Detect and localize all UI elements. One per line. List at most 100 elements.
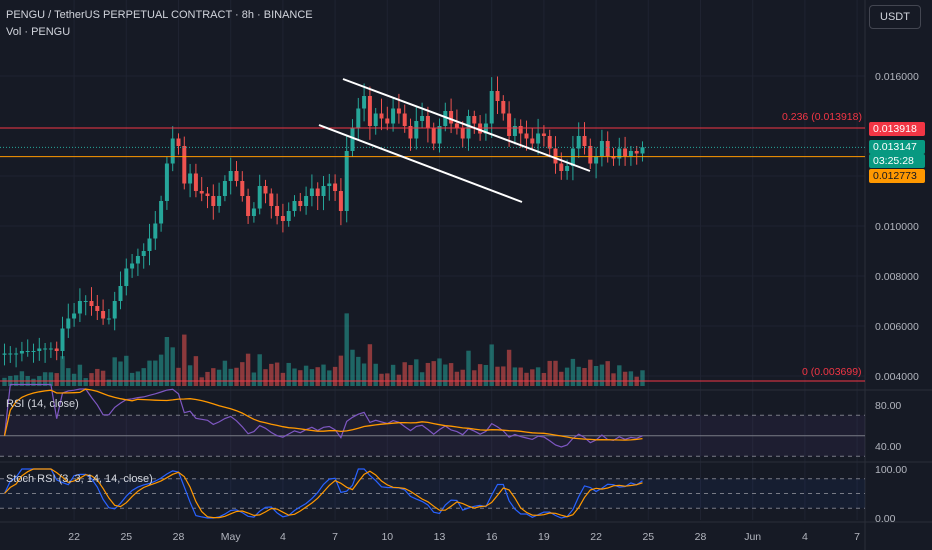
volume-bar xyxy=(141,368,146,386)
volume-bar xyxy=(628,371,634,386)
volume-bar xyxy=(309,369,315,386)
volume-bar xyxy=(71,373,77,386)
time-tick-label: 7 xyxy=(332,531,338,543)
channel-lower-line xyxy=(318,124,523,203)
time-tick-label: 13 xyxy=(434,531,446,543)
volume-bar xyxy=(408,365,413,386)
time-tick-label: Jun xyxy=(744,531,761,543)
time-tick-label: 28 xyxy=(173,531,185,543)
rsi-panel[interactable] xyxy=(0,383,865,457)
candle xyxy=(95,306,100,311)
volume-bar xyxy=(530,369,535,386)
volume-bar xyxy=(251,372,257,386)
fib-price-label: 0.013918 xyxy=(869,122,925,136)
candle xyxy=(385,118,390,124)
candle xyxy=(234,171,239,181)
volume-bar xyxy=(124,355,129,386)
candle xyxy=(72,313,77,319)
volume-bar xyxy=(443,364,448,386)
candle xyxy=(344,151,349,211)
candle xyxy=(176,138,181,146)
candle xyxy=(582,136,587,146)
candle xyxy=(170,138,175,164)
candle xyxy=(495,91,500,101)
volume-legend: Vol · PENGU xyxy=(6,26,71,38)
channel-upper-line xyxy=(342,78,591,172)
candle xyxy=(66,318,71,329)
candle xyxy=(2,353,7,355)
volume-bar xyxy=(48,372,54,386)
candle xyxy=(275,206,280,216)
candle xyxy=(135,256,140,264)
stoch-tick-label: 0.00 xyxy=(875,513,896,525)
candle xyxy=(14,353,19,355)
time-axis[interactable]: 22 25 28 May 4 7 10 13 16 19 22 25 28 Jun 4 7 xyxy=(68,531,860,543)
candle xyxy=(25,351,30,352)
time-tick-label: May xyxy=(221,531,242,543)
volume-bar xyxy=(622,371,628,386)
stoch-rsi-panel[interactable] xyxy=(0,468,865,519)
volume-bar xyxy=(280,372,286,386)
volume-bar xyxy=(164,337,170,386)
candle xyxy=(54,348,59,351)
candle xyxy=(547,136,552,149)
candle xyxy=(356,108,361,129)
candle xyxy=(408,126,413,139)
candle xyxy=(182,146,187,184)
volume-bar xyxy=(66,368,71,386)
volume-bar xyxy=(524,372,529,386)
candle xyxy=(211,196,216,206)
volume-bar xyxy=(292,368,297,386)
candle xyxy=(367,96,372,126)
volume-bar xyxy=(483,364,489,386)
price-tick-label: 0.004000 xyxy=(875,371,919,383)
candle xyxy=(536,133,541,144)
candle xyxy=(588,146,593,164)
volume-bar xyxy=(269,363,274,386)
stoch-tick-label: 100.00 xyxy=(875,464,907,476)
last-price-label: 0.013147 xyxy=(869,140,925,154)
volume-bar xyxy=(205,371,210,386)
chart-title: PENGU / TetherUS PERPETUAL CONTRACT · 8h… xyxy=(6,9,313,21)
candle xyxy=(251,208,256,216)
volume-bar xyxy=(605,361,610,386)
volume-bar xyxy=(460,369,465,386)
candle xyxy=(257,186,262,209)
candle xyxy=(425,116,430,129)
price-tick-label: 0.016000 xyxy=(875,71,919,83)
volume-bar xyxy=(588,359,593,386)
candle xyxy=(431,128,436,144)
volume-bar xyxy=(286,362,291,386)
candle xyxy=(222,181,227,196)
candle xyxy=(599,141,604,156)
candle xyxy=(570,148,575,166)
volume-bar xyxy=(176,367,181,386)
volume-bar xyxy=(234,367,239,386)
volume-bar xyxy=(414,359,419,386)
candle xyxy=(640,147,645,154)
rsi-title: RSI (14, close) xyxy=(6,398,79,410)
stoch-d-line xyxy=(4,468,643,519)
volume-bar xyxy=(448,363,454,386)
volume-bar xyxy=(274,362,280,386)
volume-bar xyxy=(564,367,570,386)
candle xyxy=(362,96,367,109)
candle xyxy=(246,196,251,216)
currency-button[interactable]: USDT xyxy=(869,5,921,29)
volume-bar xyxy=(431,361,436,386)
rsi-tick-label: 80.00 xyxy=(875,400,901,412)
volume-bar xyxy=(211,368,216,386)
candle xyxy=(617,148,622,159)
volume-bar xyxy=(332,366,338,386)
candle xyxy=(112,301,117,319)
volume-bar xyxy=(321,364,326,386)
volume-bar xyxy=(419,372,425,386)
candle xyxy=(118,286,123,301)
volume-bar xyxy=(454,371,460,386)
time-tick-label: 16 xyxy=(486,531,498,543)
volume-bar xyxy=(19,371,25,386)
volume-bar xyxy=(216,369,222,386)
volume-bar xyxy=(193,356,199,386)
volume-bars xyxy=(2,313,645,386)
